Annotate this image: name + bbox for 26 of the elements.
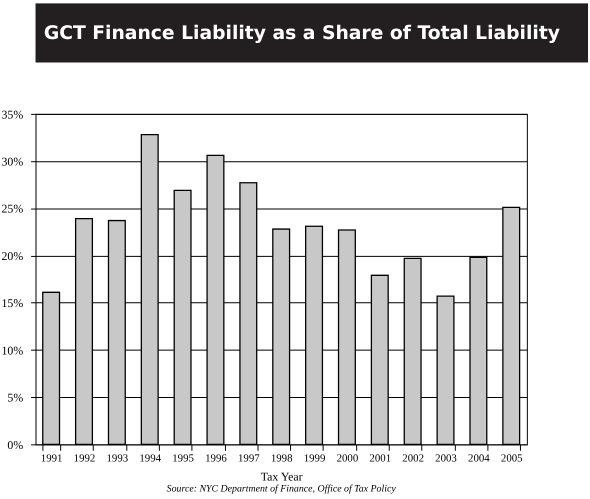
y-tick-label: 5% [7,390,24,405]
y-tick-label: 20% [2,248,24,263]
x-tick-label: 2001 [369,452,392,465]
x-tick-label: 1995 [172,452,194,465]
x-tick-label: 2004 [468,452,490,465]
x-tick-label: 2003 [435,452,457,465]
x-axis-title: Tax Year [260,469,303,484]
x-tick-label: 1997 [238,452,260,465]
chart-title: GCT Finance Liability as a Share of Total Liability [44,22,560,44]
y-tick-label: 30% [2,154,24,169]
x-tick-label: 1996 [205,452,228,465]
x-tick-label: 1991 [40,452,62,465]
x-tick-label: 1992 [74,452,96,465]
source-note: Source: NYC Department of Finance, Office of Tax Policy [166,484,396,495]
y-tick-label: 25% [2,202,24,216]
x-tick-label: 1998 [270,452,294,465]
x-tick-label: 1993 [106,452,128,465]
x-tick-label: 2005 [500,452,523,465]
x-tick-label: 1999 [304,452,326,465]
y-tick-label: 10% [2,343,24,358]
x-tick-label: 1994 [139,452,162,465]
y-tick-label: 35% [2,107,24,122]
x-tick-label: 2000 [336,452,359,465]
x-tick-label: 2002 [402,452,424,465]
y-tick-label: 15% [2,296,24,310]
y-tick-label: 0% [7,438,24,452]
